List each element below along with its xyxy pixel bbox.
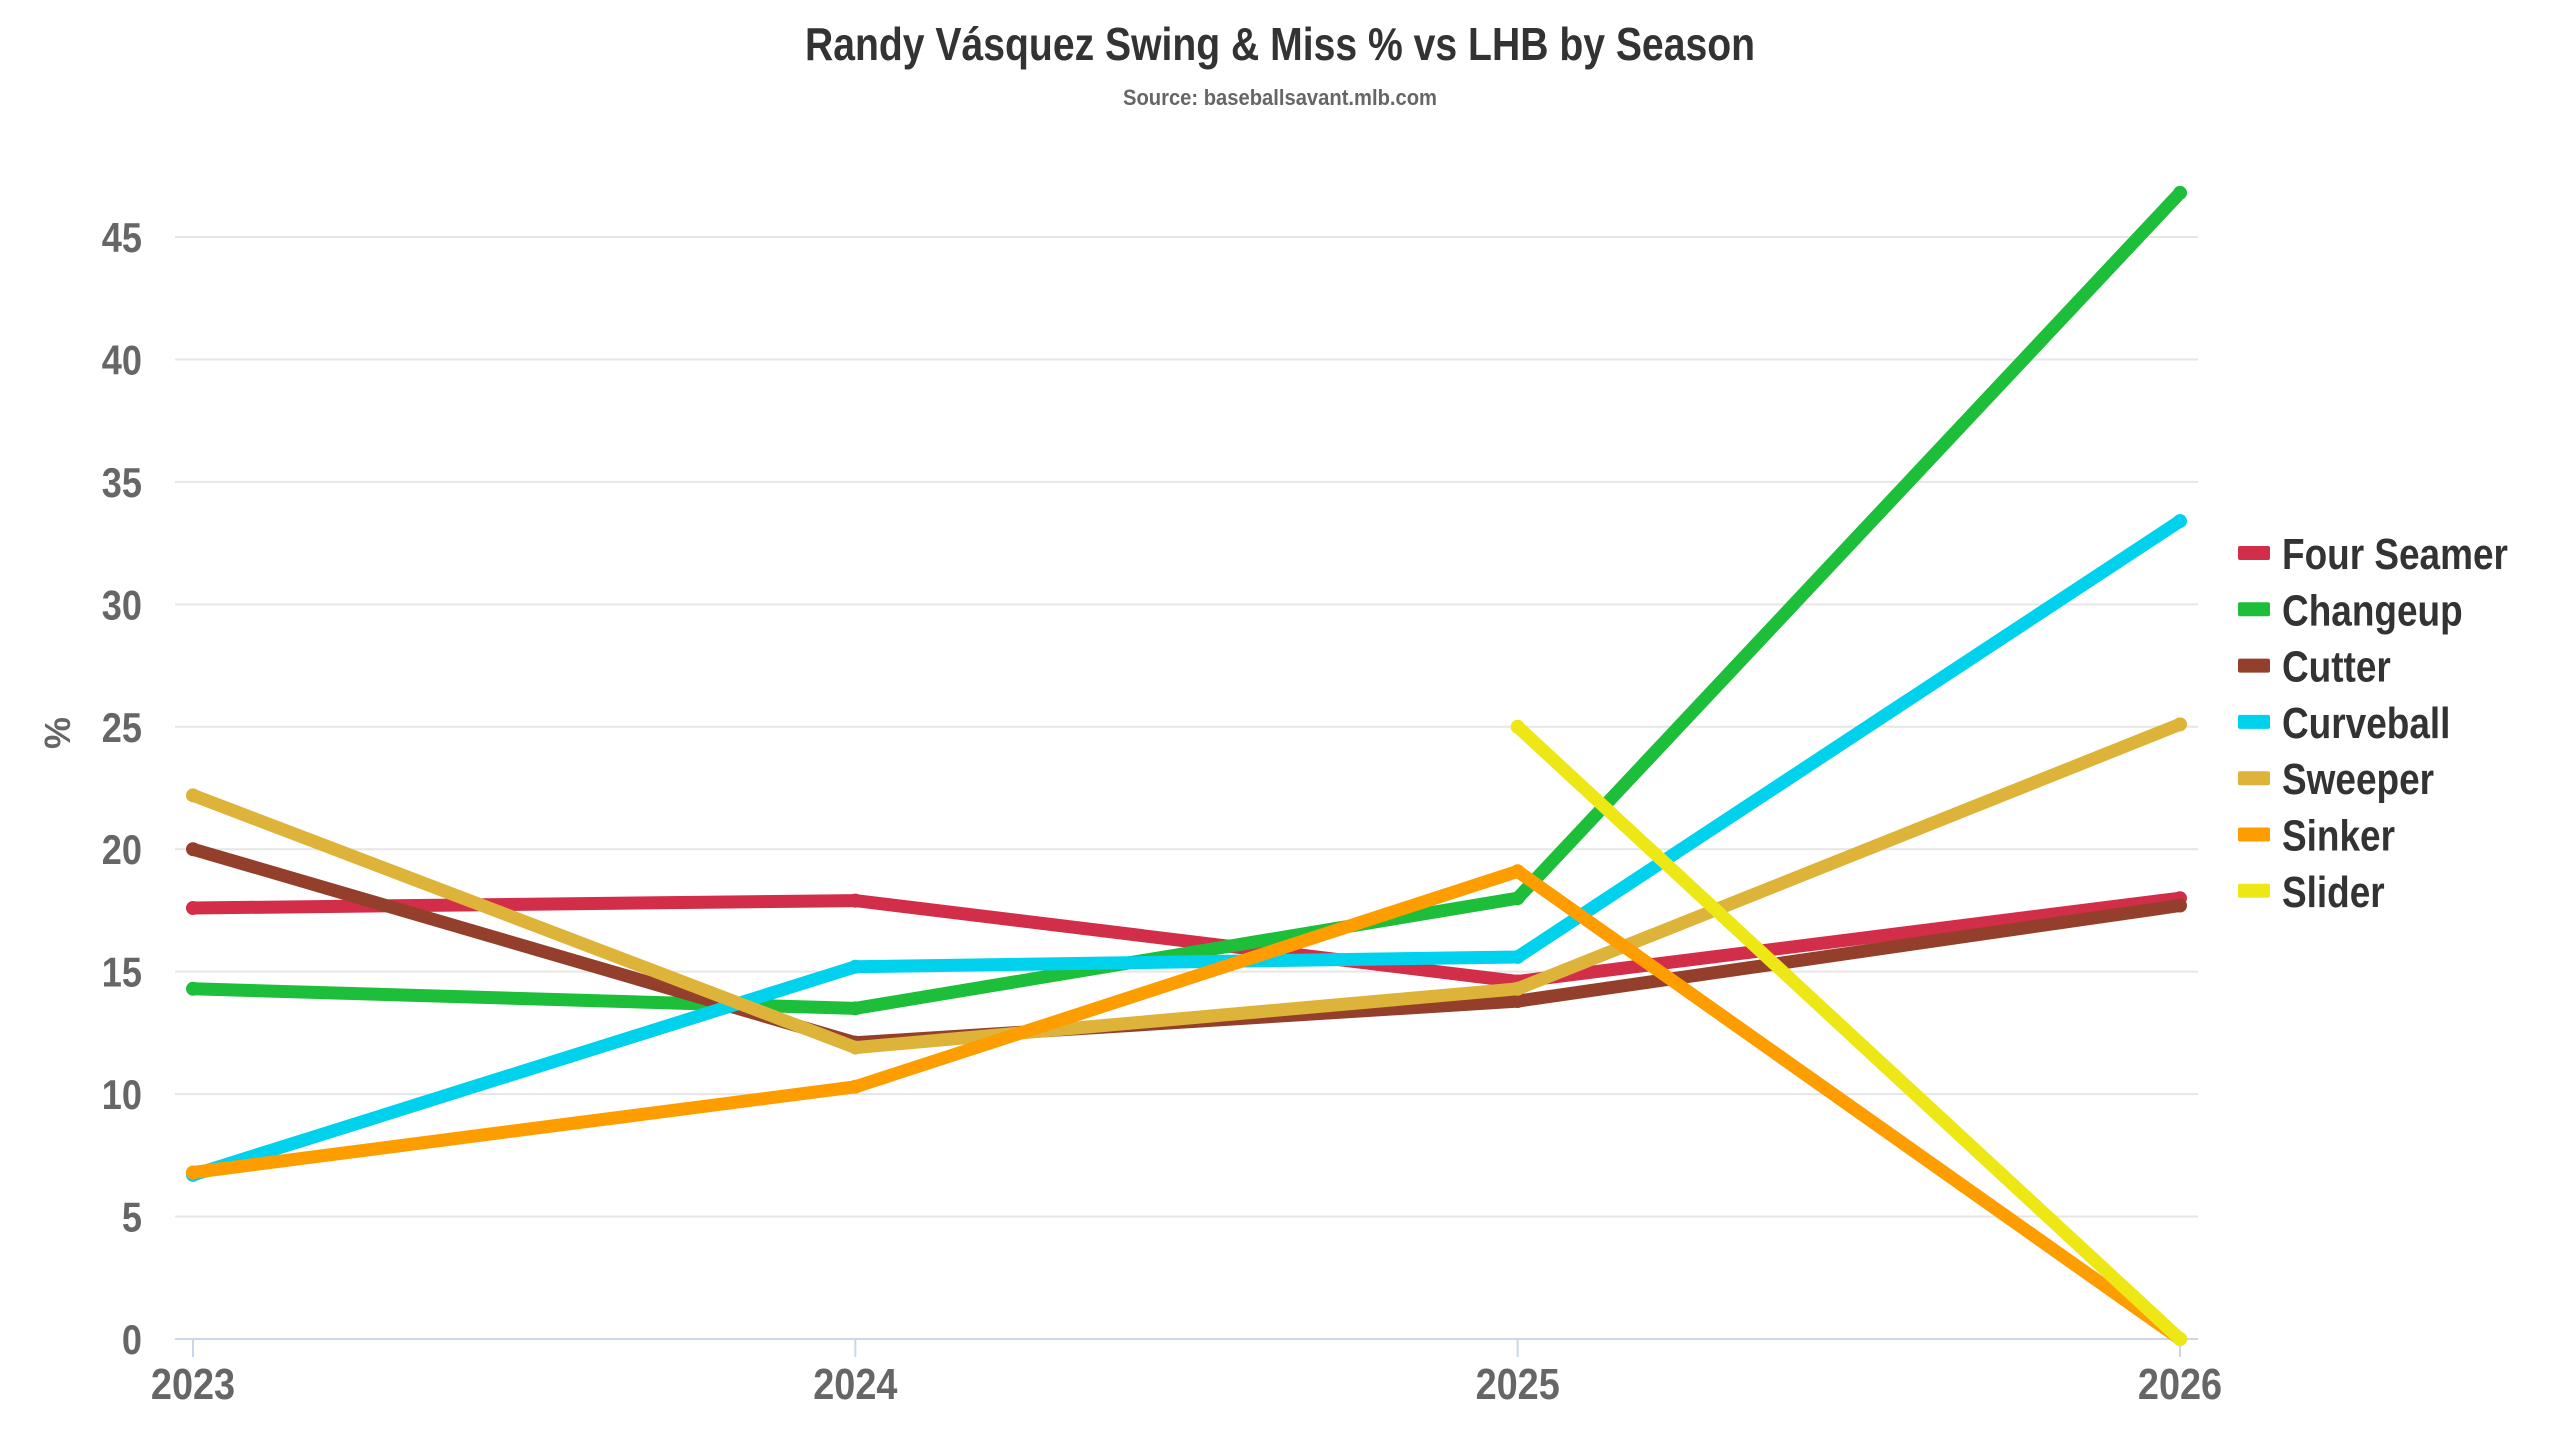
data-point[interactable] <box>1510 981 1525 996</box>
y-tick-label: 45 <box>102 214 142 261</box>
data-point[interactable] <box>1510 994 1525 1009</box>
y-tick-label: 40 <box>102 336 142 383</box>
data-point[interactable] <box>1510 891 1525 906</box>
x-tick-label: 2024 <box>813 1360 898 1409</box>
legend-item[interactable]: Four Seamer <box>2238 530 2508 579</box>
y-tick-label: 20 <box>102 826 142 873</box>
legend-swatch <box>2238 883 2270 898</box>
legend-swatch <box>2238 771 2270 786</box>
legend-item[interactable]: Sweeper <box>2238 755 2434 804</box>
legend-label: Cutter <box>2282 643 2391 692</box>
legend-swatch <box>2238 827 2270 842</box>
data-point[interactable] <box>186 900 200 915</box>
data-point[interactable] <box>848 893 863 908</box>
x-tick-label: 2026 <box>2138 1360 2222 1409</box>
y-tick-label: 30 <box>102 581 142 628</box>
data-point[interactable] <box>2173 514 2187 529</box>
legend-label: Sinker <box>2282 812 2395 861</box>
legend-label: Changeup <box>2282 586 2463 635</box>
data-point[interactable] <box>1510 949 1525 964</box>
x-axis: 2023 2024 2025 2026 <box>151 1338 2222 1409</box>
data-point[interactable] <box>1510 864 1525 879</box>
data-point[interactable] <box>2173 1332 2187 1346</box>
legend-item[interactable]: Sinker <box>2238 812 2395 861</box>
x-tick-label: 2025 <box>1476 1360 1560 1409</box>
data-point[interactable] <box>1510 719 1525 734</box>
y-tick-label: 25 <box>102 704 142 751</box>
legend-swatch <box>2238 602 2270 617</box>
y-tick-label: 0 <box>122 1316 142 1363</box>
legend-label: Sweeper <box>2282 755 2434 804</box>
data-point[interactable] <box>186 842 200 857</box>
x-tick-label: 2023 <box>151 1360 235 1409</box>
data-point[interactable] <box>848 959 863 974</box>
y-tick-label: 35 <box>102 459 142 506</box>
data-point[interactable] <box>848 1040 863 1055</box>
legend-item[interactable]: Curveball <box>2238 699 2450 748</box>
series-line[interactable] <box>186 186 2187 1015</box>
series-lines <box>186 185 2187 1346</box>
chart-subtitle: Source: baseballsavant.mlb.com <box>1123 85 1437 110</box>
legend-swatch <box>2238 714 2270 729</box>
legend-label: Curveball <box>2282 699 2450 748</box>
legend-item[interactable]: Slider <box>2238 868 2385 917</box>
legend-label: Four Seamer <box>2282 530 2508 579</box>
series-line[interactable] <box>186 717 2187 1055</box>
data-point[interactable] <box>848 1079 863 1094</box>
legend-swatch <box>2238 546 2270 560</box>
legend-label: Slider <box>2282 868 2385 917</box>
y-tick-label: 10 <box>102 1071 142 1118</box>
gridlines <box>175 236 2198 1218</box>
y-tick-label: 15 <box>102 949 142 996</box>
chart-title: Randy Vásquez Swing & Miss % vs LHB by S… <box>805 18 1755 70</box>
y-axis-ticks: 0 5 10 15 20 25 30 35 40 45 <box>102 214 142 1363</box>
data-point[interactable] <box>848 1001 863 1016</box>
series-line[interactable] <box>186 864 2187 1346</box>
legend-swatch <box>2238 658 2270 673</box>
data-point[interactable] <box>2173 898 2187 913</box>
data-point[interactable] <box>186 981 200 996</box>
y-axis-label: % <box>37 717 78 749</box>
series-slider[interactable] <box>1510 719 2187 1346</box>
data-point[interactable] <box>2173 717 2187 732</box>
legend: Four Seamer Changeup Cutter Curveball Sweepe… <box>2238 530 2508 917</box>
data-point[interactable] <box>186 1165 200 1180</box>
series-line[interactable] <box>186 891 2187 988</box>
series-line[interactable] <box>186 514 2187 1182</box>
series-changeup[interactable] <box>186 185 2187 1016</box>
legend-item[interactable]: Changeup <box>2238 586 2463 635</box>
data-point[interactable] <box>2173 185 2187 200</box>
legend-item[interactable]: Cutter <box>2238 643 2391 692</box>
data-point[interactable] <box>186 788 200 803</box>
y-tick-label: 5 <box>122 1194 142 1241</box>
series-line[interactable] <box>1511 720 2187 1346</box>
series-sweeper[interactable] <box>186 717 2187 1055</box>
